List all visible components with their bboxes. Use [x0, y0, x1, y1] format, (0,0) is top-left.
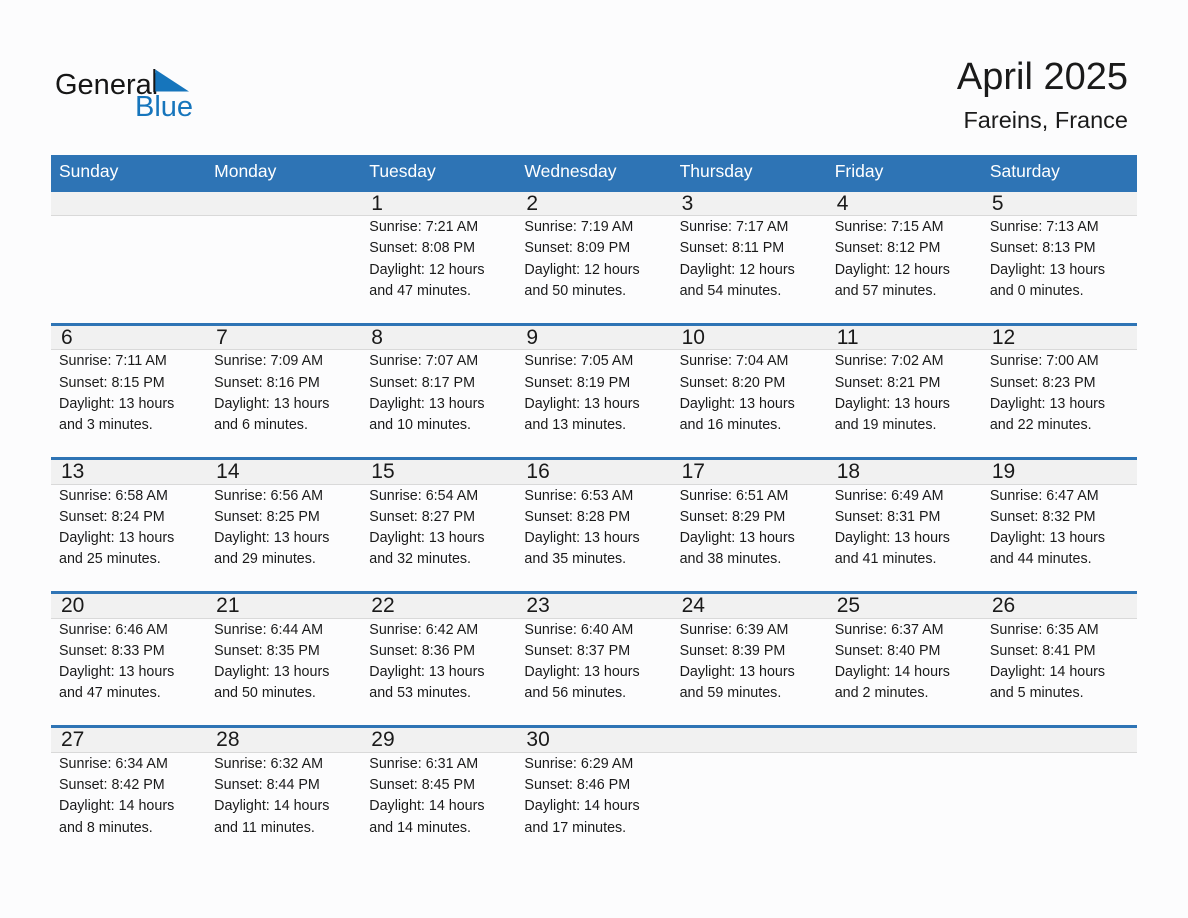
svg-text:Blue: Blue: [135, 91, 193, 123]
